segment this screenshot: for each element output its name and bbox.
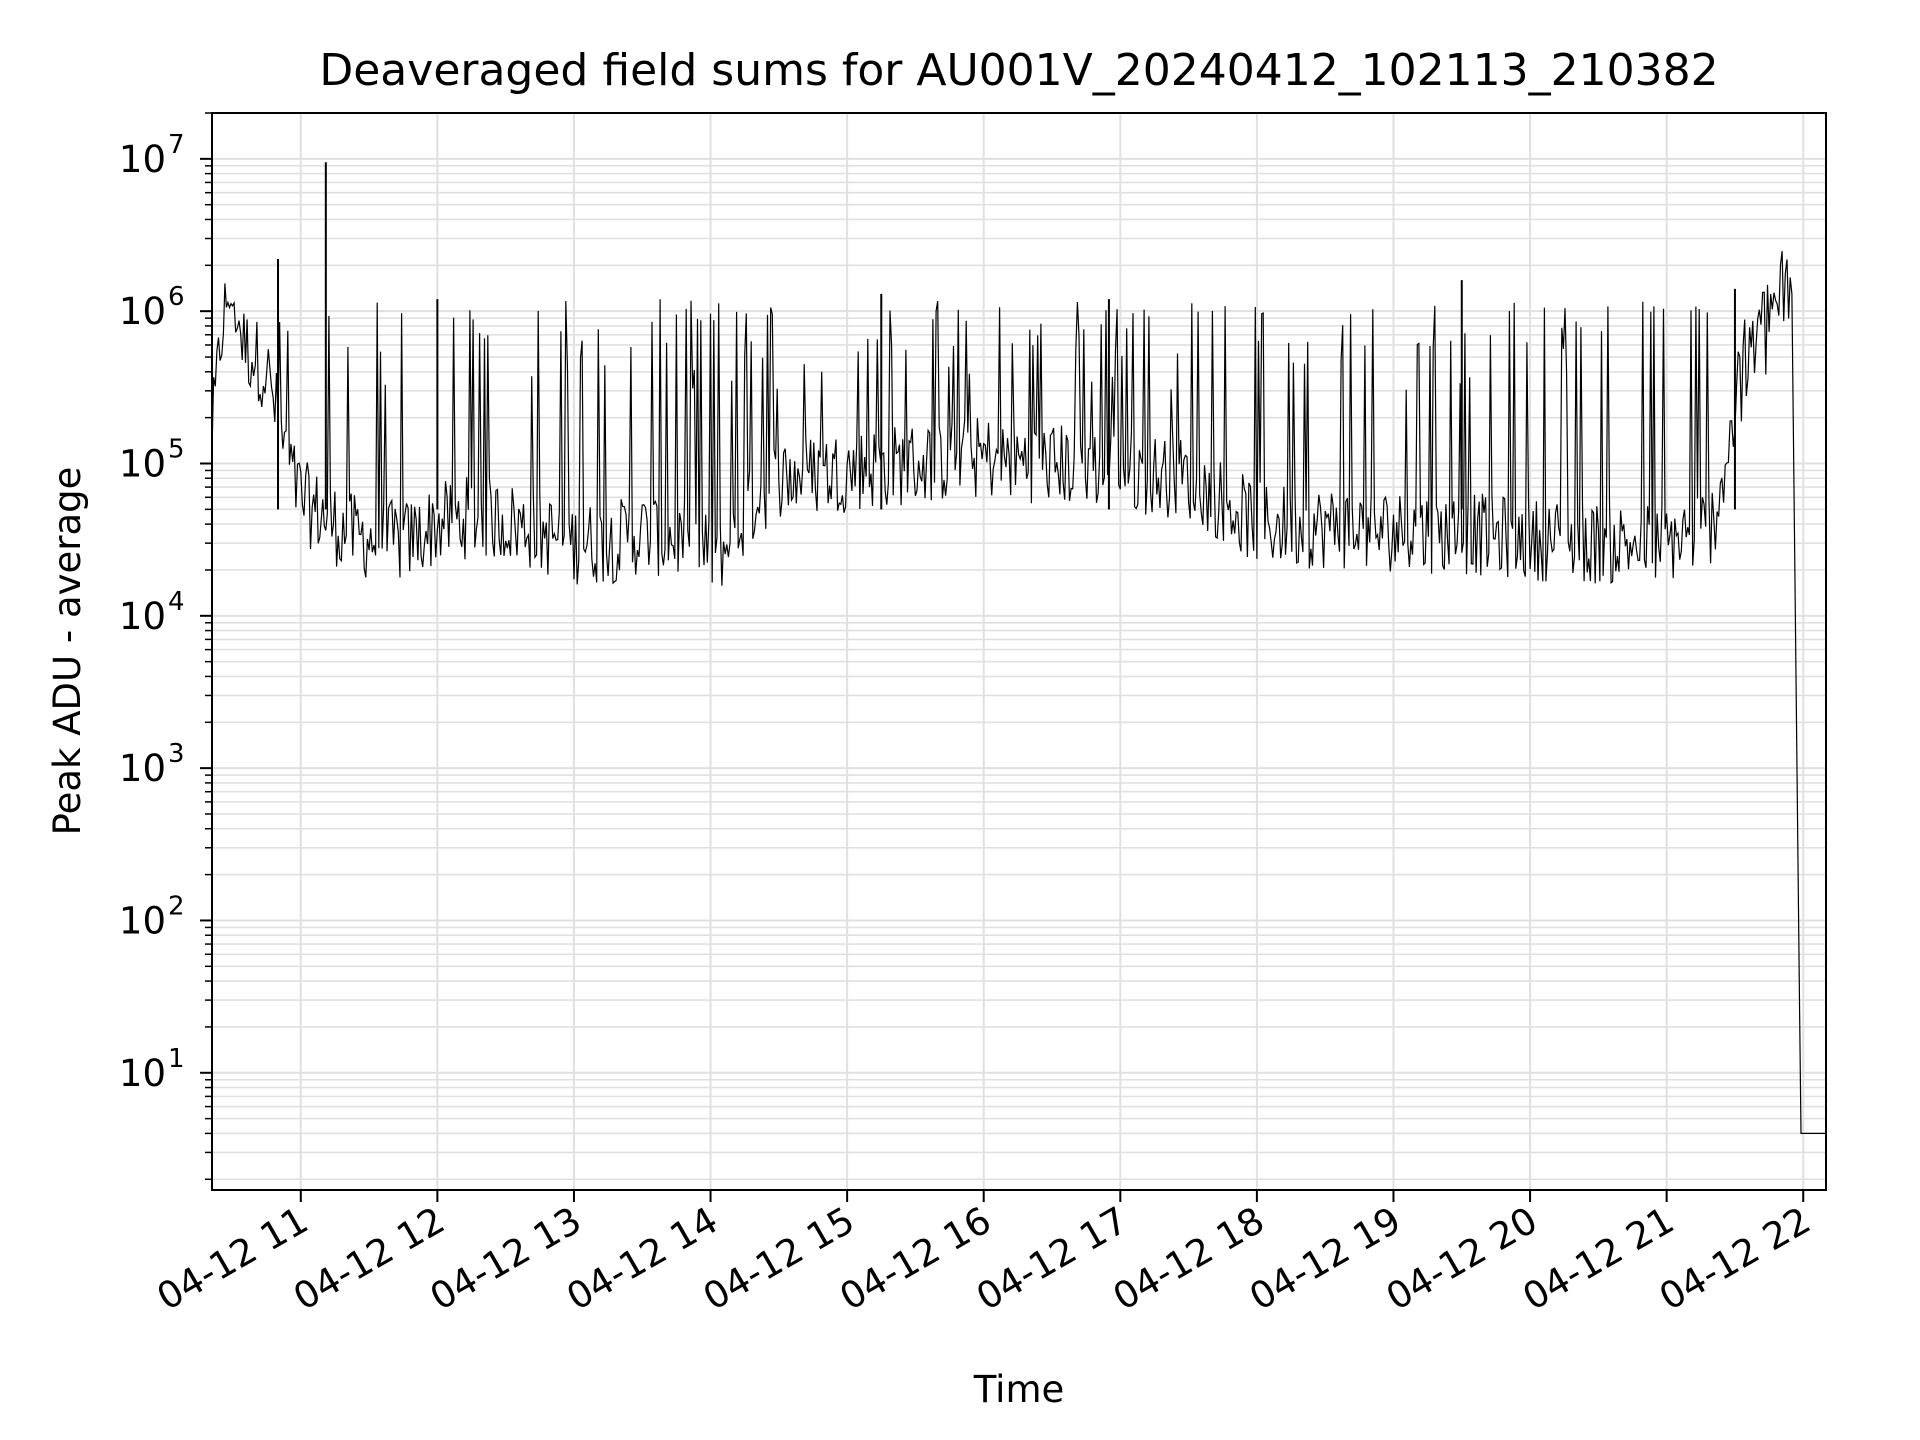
y-tick-label: 10: [119, 138, 166, 181]
plot-frame: [211, 112, 1827, 1191]
y-tick-label: 10: [119, 1052, 166, 1095]
x-tick-label: 04-12 20: [1379, 1199, 1545, 1319]
y-tick-label-exponent: 4: [168, 587, 185, 617]
x-tick-label: 04-12 18: [1106, 1199, 1272, 1319]
x-tick-label: 04-12 16: [833, 1199, 999, 1319]
y-tick-label-exponent: 5: [168, 434, 185, 464]
y-tick-label: 10: [119, 747, 166, 790]
x-tick-label: 04-12 14: [559, 1199, 725, 1319]
x-tick-label: 04-12 22: [1652, 1199, 1818, 1319]
x-tick-label: 04-12 21: [1516, 1199, 1682, 1319]
x-tick-label: 04-12 11: [150, 1199, 316, 1319]
y-tick-label-exponent: 2: [168, 891, 185, 921]
x-tick-label: 04-12 13: [423, 1199, 589, 1319]
x-tick-label: 04-12 15: [696, 1199, 862, 1319]
grid-lines: [212, 112, 1826, 1190]
y-tick-label: 10: [119, 290, 166, 333]
y-axis-label: Peak ADU - average: [46, 467, 89, 836]
x-axis-label: Time: [973, 1368, 1065, 1411]
y-tick-label-exponent: 6: [168, 282, 185, 312]
x-tick-label: 04-12 12: [286, 1199, 452, 1319]
x-tick-label: 04-12 19: [1242, 1199, 1408, 1319]
x-tick-label: 04-12 17: [969, 1199, 1135, 1319]
series-lines: [211, 162, 1826, 1135]
chart-title: Deaveraged field sums for AU001V_2024041…: [319, 45, 1718, 96]
y-tick-label: 10: [119, 442, 166, 485]
y-tick-label: 10: [119, 899, 166, 942]
y-tick-label-exponent: 3: [168, 739, 185, 769]
y-tick-label: 10: [119, 595, 166, 638]
y-tick-label-exponent: 7: [168, 130, 185, 160]
series-line: [211, 251, 1826, 1135]
y-tick-label-exponent: 1: [168, 1044, 185, 1074]
